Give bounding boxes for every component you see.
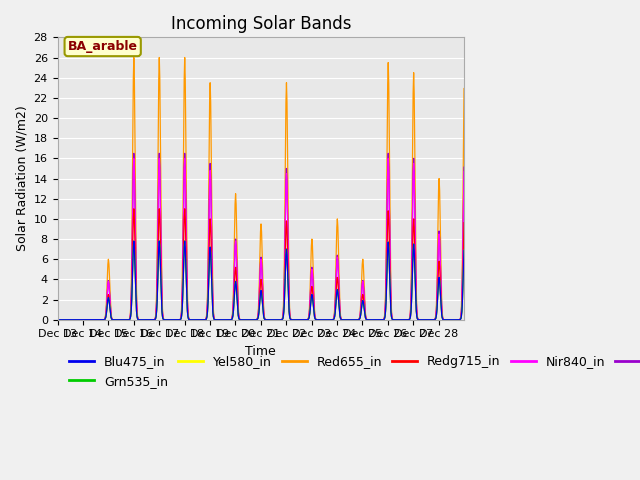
- Redg715_in: [325, 317, 333, 323]
- Red655_in: [177, 316, 184, 322]
- Grn535_in: [54, 317, 61, 323]
- Grn535_in: [302, 317, 310, 323]
- Nir945_in: [212, 317, 220, 323]
- Text: BA_arable: BA_arable: [68, 40, 138, 53]
- Blu475_in: [101, 316, 109, 322]
- Blu475_in: [196, 317, 204, 323]
- Line: Redg715_in: Redg715_in: [58, 209, 464, 320]
- Yel580_in: [130, 238, 138, 244]
- Nir945_in: [101, 315, 109, 321]
- Red655_in: [101, 314, 109, 320]
- Red655_in: [460, 86, 468, 92]
- Nir840_in: [212, 317, 220, 323]
- Nir945_in: [302, 317, 310, 323]
- Grn535_in: [460, 248, 468, 253]
- Red655_in: [302, 317, 310, 323]
- Redg715_in: [177, 316, 184, 322]
- Red655_in: [54, 317, 61, 323]
- Y-axis label: Solar Radiation (W/m2): Solar Radiation (W/m2): [15, 106, 28, 252]
- Grn535_in: [177, 317, 184, 323]
- Blu475_in: [302, 317, 310, 323]
- Nir840_in: [196, 317, 204, 323]
- Nir945_in: [460, 164, 468, 170]
- Redg715_in: [130, 206, 138, 212]
- Red655_in: [130, 55, 138, 60]
- Redg715_in: [54, 317, 61, 323]
- Redg715_in: [460, 220, 468, 226]
- Legend: Blu475_in, Grn535_in, Yel580_in, Red655_in, Redg715_in, Nir840_in, Nir945_in: Blu475_in, Grn535_in, Yel580_in, Red655_…: [64, 350, 640, 393]
- Yel580_in: [212, 317, 220, 323]
- Nir945_in: [130, 150, 138, 156]
- Yel580_in: [54, 317, 61, 323]
- Nir945_in: [54, 317, 61, 323]
- Red655_in: [325, 317, 333, 323]
- Redg715_in: [212, 317, 220, 323]
- Line: Nir945_in: Nir945_in: [58, 153, 464, 320]
- Nir840_in: [130, 156, 138, 161]
- Nir840_in: [325, 317, 333, 323]
- Nir945_in: [196, 317, 204, 323]
- Nir840_in: [101, 315, 109, 321]
- Grn535_in: [130, 238, 138, 244]
- Redg715_in: [101, 316, 109, 322]
- X-axis label: Time: Time: [245, 345, 276, 358]
- Yel580_in: [302, 317, 310, 323]
- Nir840_in: [460, 169, 468, 175]
- Line: Yel580_in: Yel580_in: [58, 241, 464, 320]
- Grn535_in: [101, 316, 109, 322]
- Redg715_in: [196, 317, 204, 323]
- Yel580_in: [196, 317, 204, 323]
- Blu475_in: [460, 248, 468, 253]
- Grn535_in: [325, 317, 333, 323]
- Line: Grn535_in: Grn535_in: [58, 241, 464, 320]
- Line: Nir840_in: Nir840_in: [58, 158, 464, 320]
- Nir945_in: [325, 317, 333, 323]
- Grn535_in: [212, 317, 220, 323]
- Nir840_in: [302, 317, 310, 323]
- Grn535_in: [196, 317, 204, 323]
- Line: Red655_in: Red655_in: [58, 58, 464, 320]
- Nir840_in: [54, 317, 61, 323]
- Title: Incoming Solar Bands: Incoming Solar Bands: [170, 15, 351, 33]
- Yel580_in: [325, 317, 333, 323]
- Nir945_in: [177, 316, 184, 322]
- Blu475_in: [130, 238, 138, 244]
- Blu475_in: [212, 317, 220, 323]
- Blu475_in: [177, 317, 184, 323]
- Redg715_in: [302, 317, 310, 323]
- Line: Blu475_in: Blu475_in: [58, 241, 464, 320]
- Red655_in: [196, 317, 204, 323]
- Yel580_in: [460, 248, 468, 253]
- Nir840_in: [177, 316, 184, 322]
- Blu475_in: [54, 317, 61, 323]
- Yel580_in: [177, 317, 184, 323]
- Blu475_in: [325, 317, 333, 323]
- Yel580_in: [101, 316, 109, 322]
- Red655_in: [212, 317, 220, 323]
